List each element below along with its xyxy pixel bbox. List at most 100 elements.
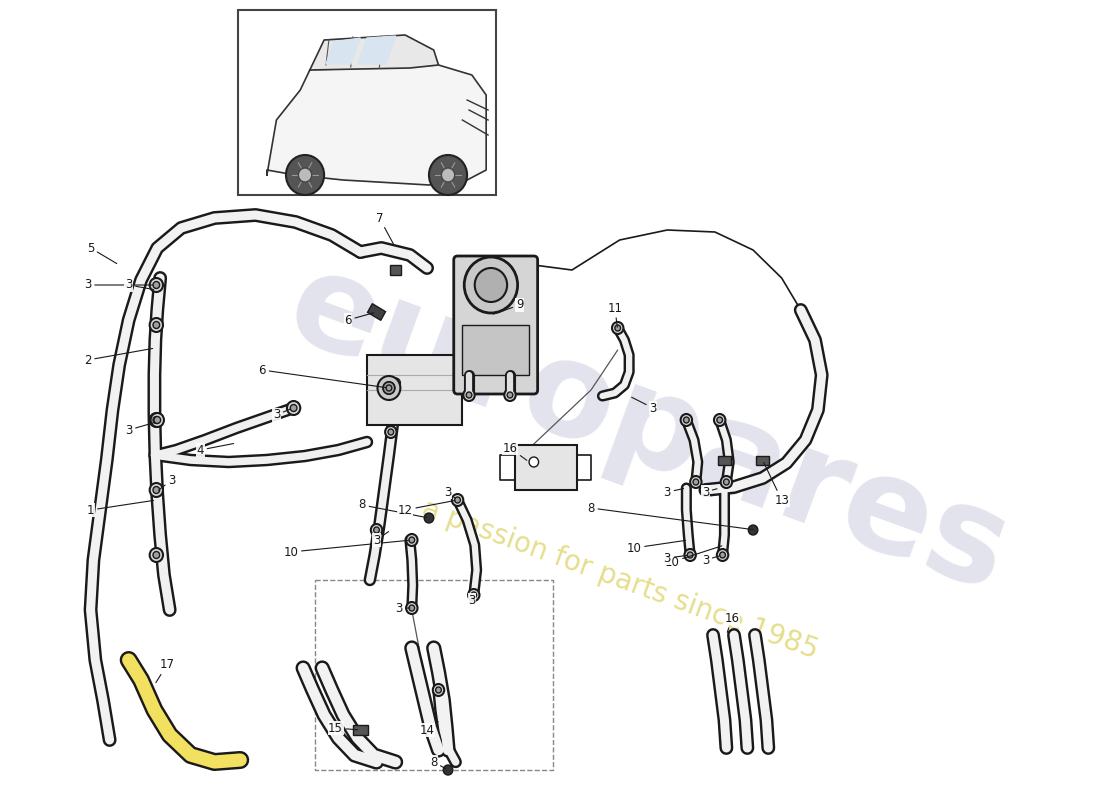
Polygon shape — [358, 36, 396, 64]
Circle shape — [298, 168, 311, 182]
Polygon shape — [326, 38, 361, 64]
Text: 8: 8 — [430, 755, 446, 769]
Text: 9: 9 — [494, 298, 524, 314]
Circle shape — [290, 405, 297, 411]
Circle shape — [287, 401, 300, 415]
Text: 3: 3 — [702, 554, 719, 566]
Polygon shape — [310, 35, 439, 70]
Circle shape — [690, 476, 702, 488]
Bar — [462, 325, 529, 375]
Circle shape — [150, 483, 163, 497]
Circle shape — [471, 592, 476, 598]
Circle shape — [154, 417, 161, 423]
Circle shape — [441, 168, 454, 182]
Circle shape — [717, 549, 728, 561]
Circle shape — [475, 268, 507, 302]
Circle shape — [150, 318, 163, 332]
Text: 16: 16 — [725, 611, 739, 632]
Circle shape — [688, 552, 693, 558]
Circle shape — [615, 325, 620, 331]
Circle shape — [454, 497, 461, 503]
Circle shape — [409, 537, 415, 543]
Bar — [353, 725, 369, 735]
Circle shape — [153, 322, 159, 329]
Circle shape — [720, 476, 733, 488]
Circle shape — [452, 494, 463, 506]
Bar — [239, 10, 496, 195]
Bar — [367, 304, 385, 320]
Circle shape — [150, 413, 163, 427]
Circle shape — [683, 417, 690, 423]
Circle shape — [464, 257, 518, 313]
Text: 3: 3 — [125, 278, 154, 291]
Circle shape — [386, 385, 392, 391]
Bar — [367, 355, 462, 425]
Bar — [389, 265, 402, 275]
Circle shape — [724, 479, 729, 485]
Bar — [718, 455, 732, 465]
Circle shape — [466, 392, 472, 398]
Text: 3: 3 — [702, 486, 717, 498]
Circle shape — [443, 765, 453, 775]
Circle shape — [286, 155, 324, 195]
FancyBboxPatch shape — [453, 256, 538, 394]
Circle shape — [504, 389, 516, 401]
Circle shape — [612, 322, 624, 334]
Circle shape — [748, 525, 758, 535]
Text: a passion for parts since 1985: a passion for parts since 1985 — [418, 495, 822, 665]
Text: 13: 13 — [763, 462, 789, 506]
Bar — [515, 445, 576, 490]
Circle shape — [719, 552, 725, 558]
Text: 4: 4 — [197, 443, 233, 457]
Circle shape — [374, 527, 379, 533]
Circle shape — [383, 382, 395, 394]
Text: 3: 3 — [663, 551, 688, 565]
Circle shape — [150, 278, 163, 292]
Text: europares: europares — [272, 241, 1025, 619]
Text: 1: 1 — [87, 501, 154, 517]
Circle shape — [153, 417, 159, 423]
Circle shape — [385, 426, 397, 438]
Text: 3: 3 — [631, 398, 657, 414]
Circle shape — [151, 413, 164, 427]
Circle shape — [425, 513, 433, 523]
Circle shape — [681, 414, 692, 426]
Text: 3: 3 — [469, 594, 475, 606]
Circle shape — [529, 457, 539, 467]
Text: 7: 7 — [375, 211, 394, 246]
Text: 3: 3 — [273, 409, 290, 422]
Circle shape — [377, 376, 400, 400]
Circle shape — [153, 282, 159, 289]
Circle shape — [507, 392, 513, 398]
Circle shape — [153, 486, 159, 494]
Circle shape — [388, 429, 394, 435]
Text: 3: 3 — [125, 422, 154, 437]
Text: 10: 10 — [664, 546, 722, 569]
Text: 3: 3 — [373, 531, 388, 546]
Text: 3: 3 — [84, 278, 153, 291]
Circle shape — [432, 684, 444, 696]
Circle shape — [383, 382, 395, 394]
Circle shape — [468, 589, 480, 601]
Text: 10: 10 — [627, 541, 685, 554]
Circle shape — [429, 155, 468, 195]
Text: 8: 8 — [587, 502, 754, 530]
Circle shape — [684, 549, 696, 561]
Text: 3: 3 — [663, 486, 683, 498]
Circle shape — [436, 687, 441, 693]
Text: 17: 17 — [156, 658, 174, 682]
Text: 6: 6 — [344, 313, 374, 326]
Text: 6: 6 — [258, 363, 386, 388]
Polygon shape — [267, 65, 486, 185]
Circle shape — [153, 551, 159, 558]
Text: 10: 10 — [284, 540, 409, 558]
Circle shape — [150, 548, 163, 562]
Circle shape — [406, 534, 418, 546]
Text: 16: 16 — [503, 442, 527, 460]
Text: 14: 14 — [419, 722, 438, 737]
Text: 15: 15 — [328, 722, 358, 734]
Text: 8: 8 — [359, 498, 426, 518]
Circle shape — [717, 417, 723, 423]
Text: 5: 5 — [87, 242, 117, 263]
Bar — [756, 455, 769, 465]
